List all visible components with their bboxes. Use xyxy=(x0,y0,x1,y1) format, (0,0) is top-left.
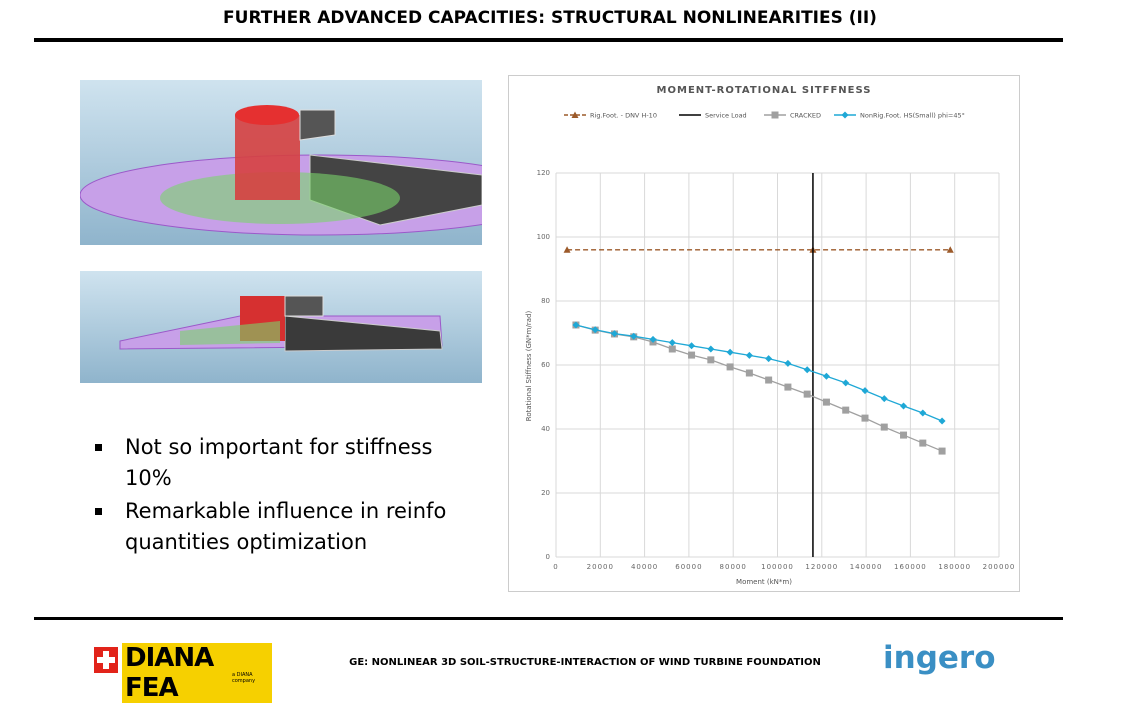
marker xyxy=(610,330,618,338)
marker xyxy=(784,383,792,391)
series-line xyxy=(575,324,943,452)
y-tick-label: 80 xyxy=(541,297,550,305)
y-tick-label: 100 xyxy=(537,233,550,241)
marker xyxy=(880,423,888,431)
marker xyxy=(900,431,908,439)
marker xyxy=(822,398,830,406)
marker xyxy=(726,348,734,356)
x-tick-label: 180000 xyxy=(938,563,971,571)
y-tick-label: 20 xyxy=(541,489,550,497)
marker xyxy=(668,345,676,353)
model-image-top xyxy=(80,80,482,245)
marker xyxy=(707,345,715,353)
legend-label: Service Load xyxy=(705,112,747,120)
y-axis-label: Rotational Stiffness (GN*m/rad) xyxy=(525,311,533,422)
logo-subtext: a DIANA company xyxy=(232,672,256,684)
marker xyxy=(938,447,946,455)
bullet: Remarkable influence in reinfo quantitie… xyxy=(92,496,472,558)
logo-text: DIANA FEA xyxy=(122,643,272,703)
marker xyxy=(726,363,734,371)
marker xyxy=(591,326,599,334)
slide-title: FURTHER ADVANCED CAPACITIES: STRUCTURAL … xyxy=(223,8,877,28)
x-tick-label: 100000 xyxy=(761,563,794,571)
x-tick-label: 40000 xyxy=(631,563,658,571)
y-tick-label: 60 xyxy=(541,361,550,369)
x-tick-label: 200000 xyxy=(983,563,1016,571)
marker xyxy=(572,321,580,329)
marker xyxy=(765,376,773,384)
legend-label: Rig.Foot. - DNV H-10 xyxy=(590,112,657,120)
footer-text: GE: NONLINEAR 3D SOIL-STRUCTURE-INTERACT… xyxy=(349,657,821,668)
marker xyxy=(842,406,850,414)
marker xyxy=(707,356,715,364)
y-tick-label: 40 xyxy=(541,425,550,433)
legend-label: NonRig.Foot. HS(Small) phi=45° xyxy=(860,112,965,120)
legend-marker xyxy=(571,111,579,118)
x-tick-label: 140000 xyxy=(850,563,883,571)
marker xyxy=(688,351,696,359)
x-tick-label: 80000 xyxy=(720,563,747,571)
x-tick-label: 20000 xyxy=(587,563,614,571)
marker xyxy=(919,439,927,447)
marker xyxy=(765,355,773,363)
marker xyxy=(563,246,571,253)
bullet-list: Not so important for stiffness 10% Remar… xyxy=(92,432,472,560)
marker xyxy=(822,372,830,380)
y-tick-label: 120 xyxy=(537,169,550,177)
marker xyxy=(688,342,696,350)
marker xyxy=(784,359,792,367)
x-tick-label: 160000 xyxy=(894,563,927,571)
marker xyxy=(803,390,811,398)
chart: MOMENT-ROTATIONAL SITFFNESS Moment (kN*m… xyxy=(508,75,1020,592)
marker xyxy=(900,402,908,410)
marker xyxy=(946,246,954,253)
bullet: Not so important for stiffness 10% xyxy=(92,432,472,494)
diana-logo: DIANA FEA a DIANA company xyxy=(92,643,272,703)
marker xyxy=(880,395,888,403)
marker xyxy=(938,417,946,425)
marker xyxy=(668,339,676,347)
logo-icon xyxy=(94,647,118,673)
y-tick-label: 0 xyxy=(546,553,550,561)
x-tick-label: 120000 xyxy=(805,563,838,571)
legend-marker xyxy=(771,111,779,119)
legend-label: CRACKED xyxy=(790,112,821,120)
bottom-rule xyxy=(34,617,1063,620)
marker xyxy=(919,409,927,417)
marker xyxy=(861,414,869,422)
x-axis-label: Moment (kN*m) xyxy=(736,578,792,586)
marker xyxy=(842,379,850,387)
ingero-logo: ingero xyxy=(883,640,996,676)
marker xyxy=(630,332,638,340)
marker xyxy=(803,366,811,374)
marker xyxy=(649,335,657,343)
series-line xyxy=(575,324,943,422)
model-image-bottom xyxy=(80,271,482,383)
top-rule xyxy=(34,38,1063,42)
marker xyxy=(745,369,753,377)
x-tick-label: 60000 xyxy=(675,563,702,571)
marker xyxy=(745,351,753,359)
marker xyxy=(861,387,869,395)
chart-title: MOMENT-ROTATIONAL SITFFNESS xyxy=(657,85,872,96)
legend-marker xyxy=(841,111,849,119)
x-tick-label: 0 xyxy=(553,563,558,571)
